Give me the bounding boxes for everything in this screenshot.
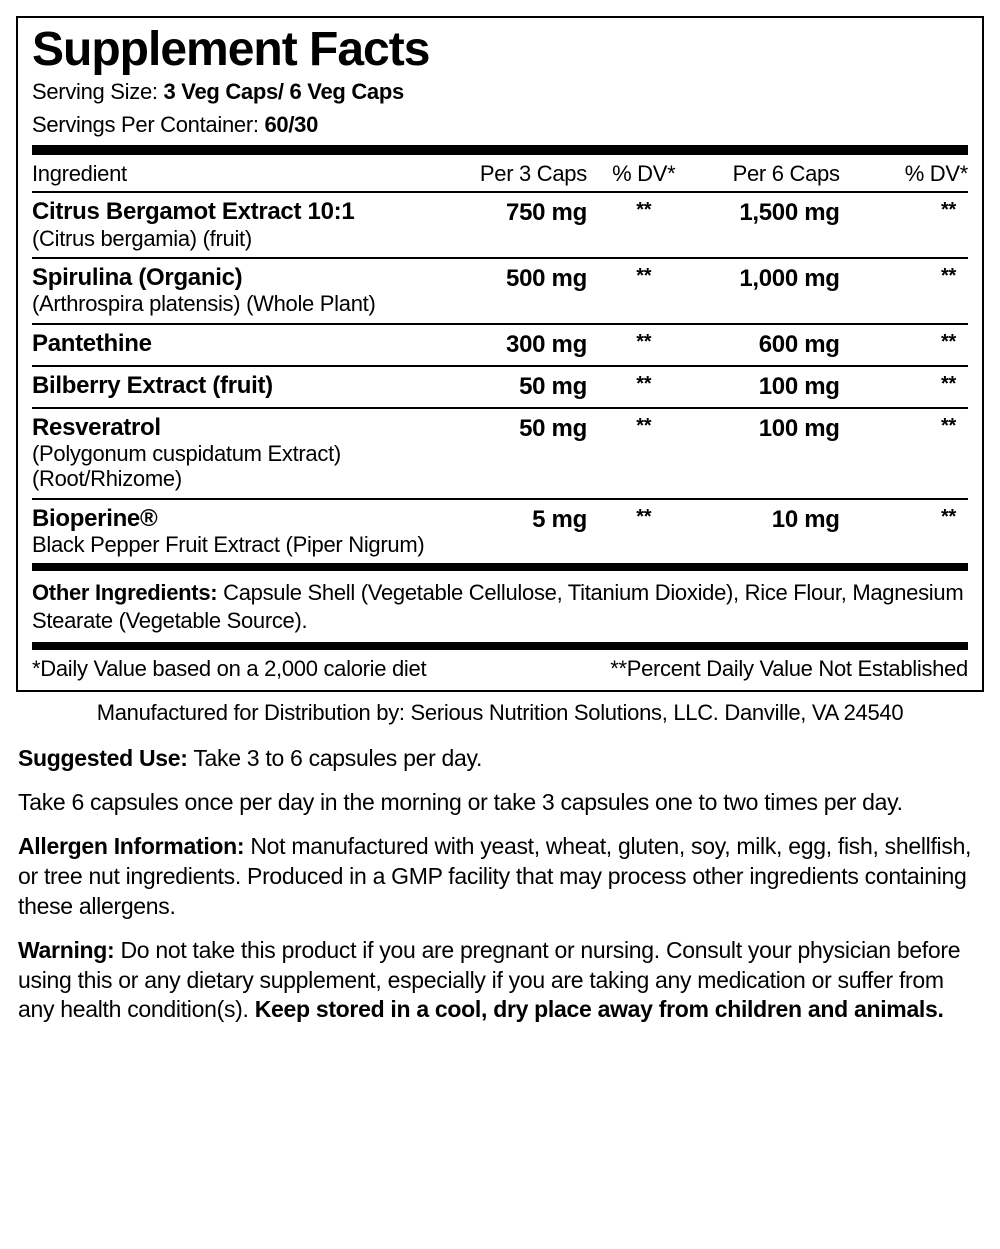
table-row: Spirulina (Organic)(Arthrospira platensi…	[32, 258, 968, 324]
table-row: Resveratrol(Polygonum cuspidatum Extract…	[32, 408, 968, 499]
warning-tail: Keep stored in a cool, dry place away fr…	[255, 996, 944, 1022]
ingredient-cell: Citrus Bergamot Extract 10:1(Citrus berg…	[32, 192, 463, 258]
suggested-use: Suggested Use: Take 3 to 6 capsules per …	[18, 744, 982, 774]
footnote-right: **Percent Daily Value Not Established	[610, 656, 968, 682]
warning: Warning: Do not take this product if you…	[18, 936, 982, 1026]
ingredient-name: Citrus Bergamot Extract 10:1	[32, 199, 463, 225]
col-per6: Per 6 Caps	[697, 155, 856, 192]
supplement-facts-panel: Supplement Facts Serving Size: 3 Veg Cap…	[16, 16, 984, 692]
ingredient-name: Spirulina (Organic)	[32, 265, 463, 291]
dv1-cell: **	[603, 324, 697, 366]
dv2-cell: **	[856, 499, 968, 564]
per6-cell: 1,500 mg	[697, 192, 856, 258]
dv1-cell: **	[603, 499, 697, 564]
per3-cell: 5 mg	[463, 499, 603, 564]
ingredient-sub: (Citrus bergamia) (fruit)	[32, 226, 463, 251]
ingredient-cell: Bioperine®Black Pepper Fruit Extract (Pi…	[32, 499, 463, 564]
table-row: Bilberry Extract (fruit)50 mg**100 mg**	[32, 366, 968, 408]
other-ingredients-label: Other Ingredients:	[32, 580, 217, 605]
ingredient-name: Resveratrol	[32, 415, 463, 441]
per3-cell: 300 mg	[463, 324, 603, 366]
directions: Take 6 capsules once per day in the morn…	[18, 788, 982, 818]
ingredient-sub: (Arthrospira platensis) (Whole Plant)	[32, 291, 463, 316]
dv1-cell: **	[603, 366, 697, 408]
footnotes: *Daily Value based on a 2,000 calorie di…	[32, 650, 968, 684]
per6-cell: 1,000 mg	[697, 258, 856, 324]
dv2-cell: **	[856, 366, 968, 408]
manufactured-by: Manufactured for Distribution by: Seriou…	[16, 700, 984, 726]
col-per3: Per 3 Caps	[463, 155, 603, 192]
rule-med-1	[32, 563, 968, 571]
servings-per-label: Servings Per Container:	[32, 112, 259, 137]
ingredient-cell: Spirulina (Organic)(Arthrospira platensi…	[32, 258, 463, 324]
col-dv1: % DV*	[603, 155, 697, 192]
per3-cell: 500 mg	[463, 258, 603, 324]
ingredient-name: Bioperine®	[32, 506, 463, 532]
dv1-cell: **	[603, 258, 697, 324]
rule-thick	[32, 145, 968, 155]
ingredient-cell: Bilberry Extract (fruit)	[32, 366, 463, 408]
dv2-cell: **	[856, 258, 968, 324]
dv2-cell: **	[856, 192, 968, 258]
dv2-cell: **	[856, 408, 968, 499]
table-row: Bioperine®Black Pepper Fruit Extract (Pi…	[32, 499, 968, 564]
allergen-label: Allergen Information:	[18, 833, 244, 859]
ingredient-sub: (Polygonum cuspidatum Extract) (Root/Rhi…	[32, 441, 463, 492]
footnote-left: *Daily Value based on a 2,000 calorie di…	[32, 656, 426, 682]
suggested-use-text: Take 3 to 6 capsules per day.	[193, 745, 482, 771]
rule-med-2	[32, 642, 968, 650]
table-header-row: Ingredient Per 3 Caps % DV* Per 6 Caps %…	[32, 155, 968, 192]
servings-per-value: 60/30	[264, 112, 318, 137]
dv1-cell: **	[603, 408, 697, 499]
col-dv2: % DV*	[856, 155, 968, 192]
table-row: Pantethine300 mg**600 mg**	[32, 324, 968, 366]
col-ingredient: Ingredient	[32, 155, 463, 192]
per3-cell: 750 mg	[463, 192, 603, 258]
per3-cell: 50 mg	[463, 366, 603, 408]
ingredient-cell: Resveratrol(Polygonum cuspidatum Extract…	[32, 408, 463, 499]
ingredients-table: Ingredient Per 3 Caps % DV* Per 6 Caps %…	[32, 155, 968, 563]
ingredient-name: Pantethine	[32, 331, 463, 357]
allergen-info: Allergen Information: Not manufactured w…	[18, 832, 982, 922]
ingredient-cell: Pantethine	[32, 324, 463, 366]
per6-cell: 100 mg	[697, 408, 856, 499]
suggested-use-label: Suggested Use:	[18, 745, 188, 771]
per6-cell: 10 mg	[697, 499, 856, 564]
serving-size-label: Serving Size:	[32, 79, 158, 104]
warning-label: Warning:	[18, 937, 114, 963]
dv2-cell: **	[856, 324, 968, 366]
serving-size-value: 3 Veg Caps/ 6 Veg Caps	[164, 79, 404, 104]
dv1-cell: **	[603, 192, 697, 258]
other-ingredients: Other Ingredients: Capsule Shell (Vegeta…	[32, 571, 968, 642]
ingredient-name: Bilberry Extract (fruit)	[32, 373, 463, 399]
servings-per-container: Servings Per Container: 60/30	[32, 111, 968, 140]
table-row: Citrus Bergamot Extract 10:1(Citrus berg…	[32, 192, 968, 258]
per3-cell: 50 mg	[463, 408, 603, 499]
serving-size: Serving Size: 3 Veg Caps/ 6 Veg Caps	[32, 78, 968, 107]
ingredient-sub: Black Pepper Fruit Extract (Piper Nigrum…	[32, 532, 463, 557]
per6-cell: 100 mg	[697, 366, 856, 408]
per6-cell: 600 mg	[697, 324, 856, 366]
panel-title: Supplement Facts	[32, 26, 968, 74]
